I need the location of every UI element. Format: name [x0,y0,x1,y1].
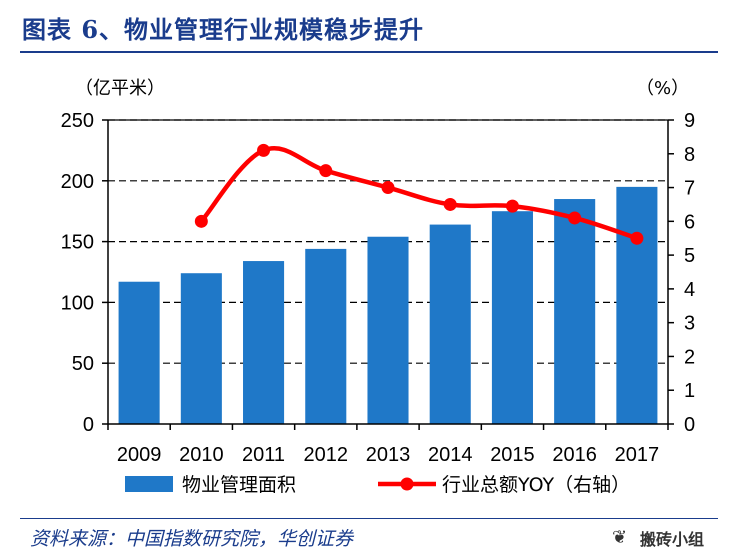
wechat-icon: ❦ [612,527,628,548]
legend-line-marker [400,477,414,491]
bar-2009 [118,281,160,424]
left-tick-label: 200 [61,171,94,193]
right-tick-label: 6 [684,211,695,233]
bar-2017 [616,186,658,424]
right-tick-label: 3 [684,313,695,335]
right-tick-label: 4 [684,279,695,301]
right-tick-label: 9 [684,110,695,132]
left-tick-label: 150 [61,232,94,254]
left-tick-label: 0 [83,414,94,436]
bar-2014 [429,224,471,424]
title-divider [20,51,718,53]
bar-2010 [180,273,222,424]
yoy-point-2011 [257,143,271,157]
yoy-point-2015 [505,199,519,213]
x-tick-label-2010: 2010 [179,444,224,466]
left-axis-unit: （亿平米） [75,78,165,99]
right-tick-label: 5 [684,245,695,267]
bar-2015 [491,211,533,424]
right-tick-label: 0 [684,414,695,436]
bar-2011 [243,261,285,424]
yoy-point-2012 [319,164,333,178]
source-note: 资料来源：中国指数研究院，华创证券 [30,528,354,550]
yoy-point-2016 [568,211,582,225]
x-tick-label-2016: 2016 [552,444,597,466]
x-tick-label-2017: 2017 [615,444,660,466]
yoy-point-2014 [443,197,457,211]
yoy-point-2010 [194,214,208,228]
legend-line-label: 行业总额YOY（右轴） [442,474,630,496]
bar-2012 [305,248,347,424]
right-tick-label: 2 [684,346,695,368]
left-tick-label: 100 [61,292,94,314]
combo-chart: 0 50 100 150 200 250 0 1 2 3 4 5 6 7 8 9 2009 2010 2011 201… [61,78,696,496]
bar-2013 [367,236,409,424]
right-tick-label: 1 [684,380,695,402]
yoy-point-2017 [630,231,644,245]
left-tick-label: 250 [61,110,94,132]
yoy-point-2013 [381,181,395,195]
right-axis-unit: （%） [636,78,689,99]
chart-title: 图表 6、物业管理行业规模稳步提升 [22,15,425,44]
footer-divider [20,518,718,519]
right-tick-label: 8 [684,144,695,166]
right-tick-label: 7 [684,178,695,200]
watermark-label: 搬砖小组 [640,530,705,549]
x-tick-label-2012: 2012 [304,444,349,466]
legend-bar-label: 物业管理面积 [182,474,296,496]
left-tick-label: 50 [72,353,94,375]
bar-2016 [554,199,596,424]
x-tick-label-2013: 2013 [366,444,411,466]
x-tick-label-2011: 2011 [242,444,285,466]
x-tick-label-2009: 2009 [117,444,162,466]
legend-bar-swatch [125,476,173,492]
x-tick-label-2014: 2014 [428,444,473,466]
x-tick-label-2015: 2015 [490,444,535,466]
